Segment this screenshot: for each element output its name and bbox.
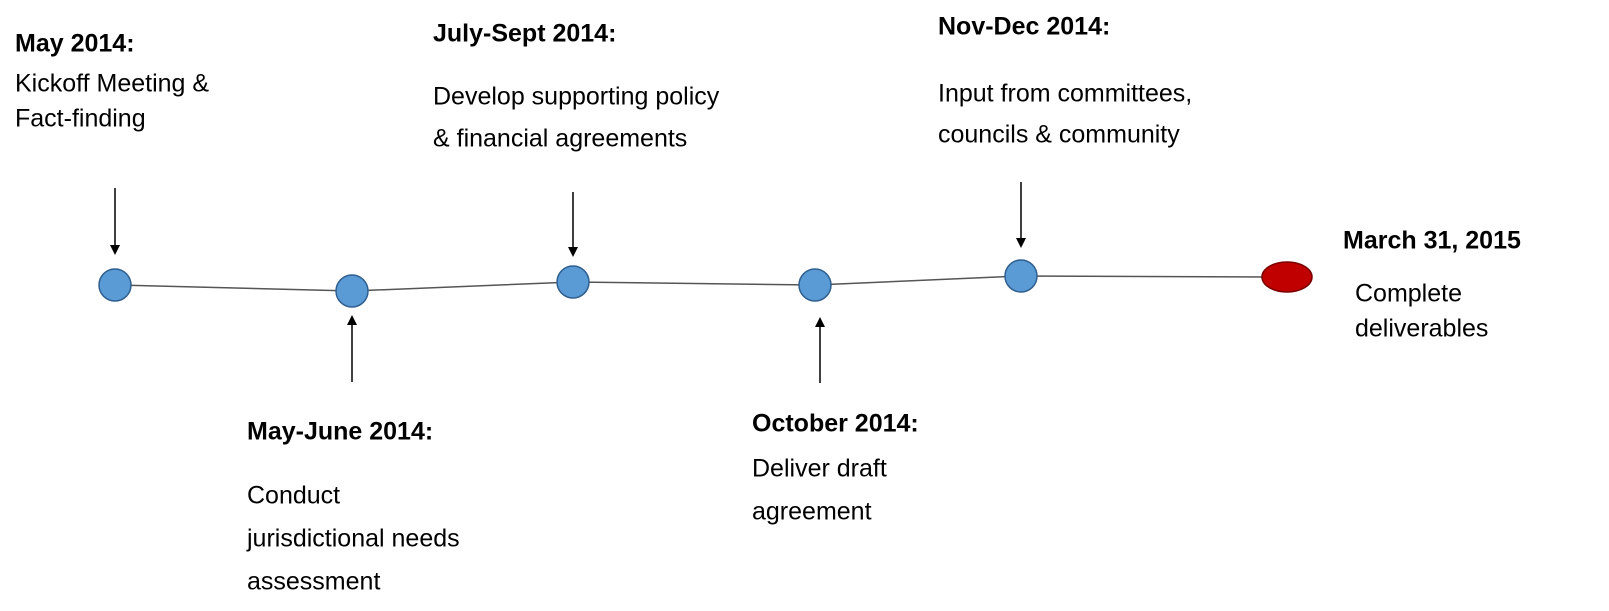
node — [98, 268, 132, 302]
milestones: May 2014: Kickoff Meeting & Fact-finding Ma… — [15, 13, 1521, 596]
milestone-description: Kickoff Meeting & — [15, 70, 209, 98]
milestone-description: Deliver draft — [752, 455, 887, 483]
milestone-description: Input from committees, — [938, 80, 1192, 108]
milestone-description: deliverables — [1355, 315, 1488, 343]
node — [1004, 259, 1038, 293]
milestone-description: assessment — [247, 568, 380, 596]
timeline-line — [114, 275, 1288, 292]
milestone-description: agreement — [752, 498, 872, 526]
milestone-date: July-Sept 2014: — [433, 20, 616, 48]
milestone-description: Conduct — [247, 482, 340, 510]
node — [335, 274, 369, 308]
node — [556, 265, 590, 299]
milestone-date: May 2014: — [15, 30, 135, 58]
milestone-date: March 31, 2015 — [1343, 227, 1521, 255]
milestone-description: Fact-finding — [15, 105, 146, 133]
milestone-date: May-June 2014: — [247, 418, 433, 446]
milestone-date: Nov-Dec 2014: — [938, 13, 1110, 41]
milestone-description: jurisdictional needs — [246, 525, 460, 553]
milestone-description: Complete — [1355, 280, 1462, 308]
milestone-description: councils & community — [938, 121, 1180, 149]
milestone-description: Develop supporting policy — [433, 83, 720, 111]
milestone-date: October 2014: — [752, 410, 919, 438]
node — [798, 268, 832, 302]
milestone-description: & financial agreements — [433, 125, 687, 153]
end-node — [1261, 261, 1313, 293]
